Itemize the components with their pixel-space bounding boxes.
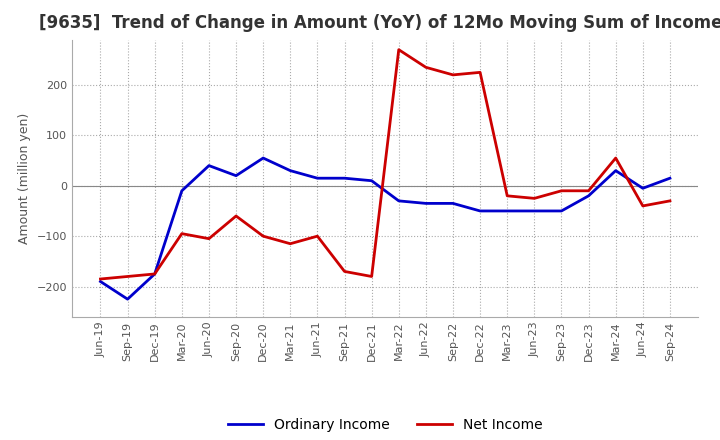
Net Income bbox=[449, 72, 457, 77]
Title: [9635]  Trend of Change in Amount (YoY) of 12Mo Moving Sum of Incomes: [9635] Trend of Change in Amount (YoY) o… bbox=[38, 15, 720, 33]
Net Income bbox=[476, 70, 485, 75]
Ordinary Income bbox=[123, 297, 132, 302]
Net Income bbox=[421, 65, 430, 70]
Net Income bbox=[367, 274, 376, 279]
Net Income bbox=[150, 271, 159, 277]
Net Income bbox=[232, 213, 240, 219]
Net Income bbox=[611, 155, 620, 161]
Y-axis label: Amount (million yen): Amount (million yen) bbox=[18, 113, 31, 244]
Legend: Ordinary Income, Net Income: Ordinary Income, Net Income bbox=[222, 412, 548, 437]
Net Income bbox=[123, 274, 132, 279]
Net Income bbox=[530, 196, 539, 201]
Net Income bbox=[178, 231, 186, 236]
Ordinary Income bbox=[204, 163, 213, 168]
Net Income bbox=[639, 203, 647, 209]
Ordinary Income bbox=[557, 208, 566, 213]
Net Income bbox=[259, 234, 268, 239]
Net Income bbox=[341, 269, 349, 274]
Ordinary Income bbox=[96, 279, 105, 284]
Ordinary Income bbox=[259, 155, 268, 161]
Ordinary Income bbox=[611, 168, 620, 173]
Ordinary Income bbox=[178, 188, 186, 194]
Net Income bbox=[503, 193, 511, 198]
Ordinary Income bbox=[476, 208, 485, 213]
Net Income bbox=[313, 234, 322, 239]
Line: Net Income: Net Income bbox=[101, 50, 670, 279]
Net Income bbox=[557, 188, 566, 194]
Ordinary Income bbox=[232, 173, 240, 178]
Ordinary Income bbox=[530, 208, 539, 213]
Net Income bbox=[96, 276, 105, 282]
Ordinary Income bbox=[395, 198, 403, 204]
Net Income bbox=[395, 47, 403, 52]
Ordinary Income bbox=[421, 201, 430, 206]
Ordinary Income bbox=[665, 176, 674, 181]
Ordinary Income bbox=[584, 193, 593, 198]
Ordinary Income bbox=[313, 176, 322, 181]
Ordinary Income bbox=[639, 186, 647, 191]
Ordinary Income bbox=[150, 271, 159, 277]
Ordinary Income bbox=[503, 208, 511, 213]
Net Income bbox=[286, 241, 294, 246]
Net Income bbox=[204, 236, 213, 241]
Net Income bbox=[584, 188, 593, 194]
Ordinary Income bbox=[367, 178, 376, 183]
Ordinary Income bbox=[341, 176, 349, 181]
Line: Ordinary Income: Ordinary Income bbox=[101, 158, 670, 299]
Ordinary Income bbox=[286, 168, 294, 173]
Net Income bbox=[665, 198, 674, 204]
Ordinary Income bbox=[449, 201, 457, 206]
